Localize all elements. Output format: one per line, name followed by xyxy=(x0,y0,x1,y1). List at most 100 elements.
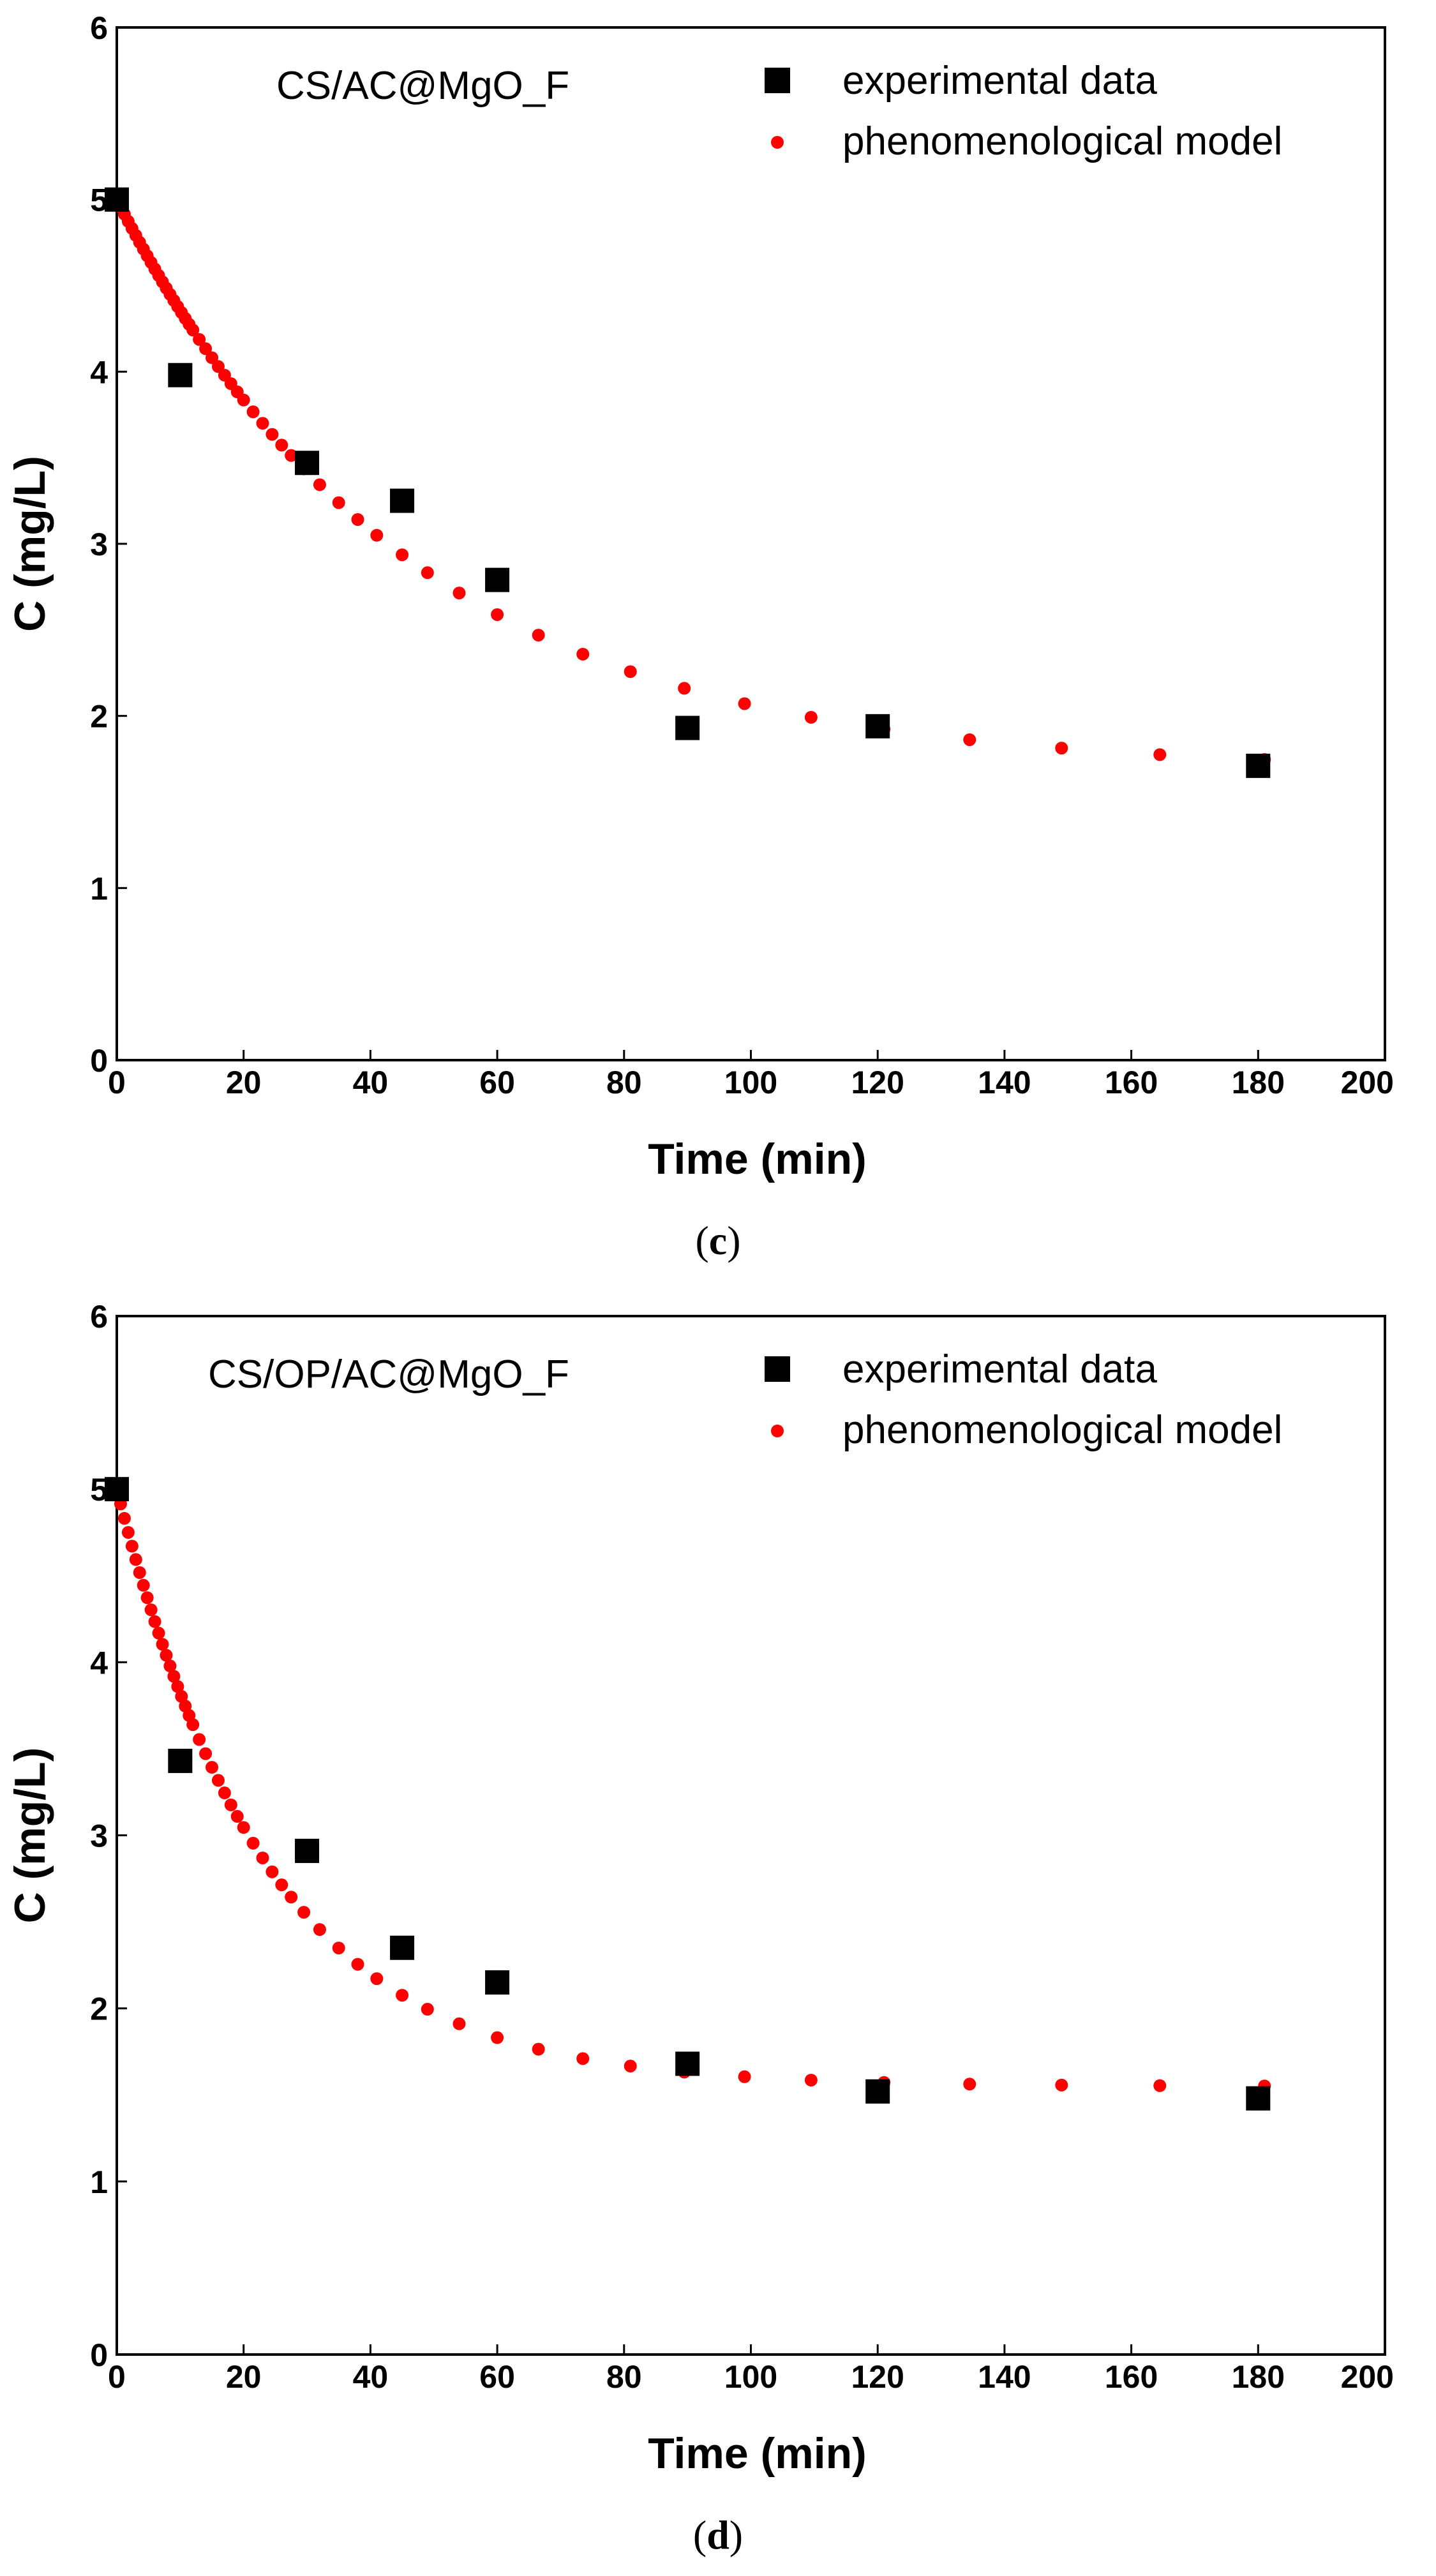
model-point xyxy=(491,2031,504,2044)
model-point xyxy=(396,1989,409,2002)
y-tick-label: 6 xyxy=(90,10,108,46)
model-point xyxy=(137,1578,150,1592)
legend-square-marker xyxy=(765,68,790,93)
model-point xyxy=(230,1809,244,1823)
experimental-point xyxy=(168,363,193,387)
experimental-point xyxy=(105,1477,129,1502)
x-tick-label: 200 xyxy=(1341,2359,1394,2395)
model-point xyxy=(206,1760,219,1774)
experimental-point xyxy=(295,1838,320,1863)
model-point xyxy=(332,496,345,509)
model-point xyxy=(1055,742,1068,755)
model-point xyxy=(351,513,364,526)
y-tick-label: 6 xyxy=(90,1299,108,1335)
model-point xyxy=(1153,2079,1167,2092)
y-tick-label: 4 xyxy=(90,1645,108,1681)
legend-circle-marker xyxy=(771,1425,784,1437)
x-tick-label: 200 xyxy=(1341,1065,1394,1100)
model-point xyxy=(266,1865,279,1878)
model-point xyxy=(624,2060,637,2073)
legend-circle-marker xyxy=(771,136,784,149)
x-tick-label: 180 xyxy=(1232,1065,1285,1100)
x-axis-title: Time (min) xyxy=(648,2429,867,2478)
model-point xyxy=(199,1747,213,1760)
model-point xyxy=(452,2017,466,2030)
y-tick-label: 3 xyxy=(90,1818,108,1854)
experimental-point xyxy=(1246,2086,1271,2111)
model-point xyxy=(237,393,250,407)
x-axis-title: Time (min) xyxy=(648,1135,867,1183)
y-axis-title: C (mg/L) xyxy=(6,1748,54,1924)
model-point xyxy=(224,1798,237,1811)
experimental-point xyxy=(485,1970,510,1995)
experimental-point xyxy=(168,1748,193,1773)
x-tick-label: 80 xyxy=(606,2359,642,2395)
x-tick-label: 40 xyxy=(353,2359,389,2395)
model-point xyxy=(738,697,751,710)
model-series xyxy=(110,1483,1271,2093)
model-point xyxy=(266,428,279,441)
model-point xyxy=(206,351,219,364)
x-tick-label: 140 xyxy=(978,1065,1031,1100)
model-point xyxy=(421,566,434,580)
y-tick-label: 0 xyxy=(90,2337,108,2373)
model-point xyxy=(193,333,206,346)
model-point xyxy=(804,710,818,724)
model-point xyxy=(163,1659,177,1673)
y-tick-label: 4 xyxy=(90,354,108,390)
plot-frame xyxy=(116,1315,1386,2356)
model-point xyxy=(133,1566,146,1579)
panel-caption-letter: d xyxy=(707,2512,729,2557)
model-point xyxy=(332,1942,345,1955)
y-tick-label: 1 xyxy=(90,2164,108,2200)
model-point xyxy=(738,2070,751,2083)
y-tick-label: 0 xyxy=(90,1043,108,1079)
model-point xyxy=(1055,2078,1068,2092)
experimental-series xyxy=(105,1477,1271,2111)
panel-title: CS/OP/AC@MgO_F xyxy=(208,1352,569,1397)
model-point xyxy=(491,608,504,621)
model-series xyxy=(110,193,1271,767)
model-point xyxy=(193,1733,206,1746)
model-point xyxy=(175,1689,188,1703)
y-tick-label: 2 xyxy=(90,699,108,735)
y-axis-title: C (mg/L) xyxy=(6,456,54,632)
x-tick-label: 140 xyxy=(978,2359,1031,2395)
model-point xyxy=(121,1525,135,1539)
model-point xyxy=(256,417,269,430)
experimental-point xyxy=(485,567,510,592)
model-point xyxy=(963,2078,976,2091)
model-point xyxy=(351,1958,364,1971)
x-tick-label: 120 xyxy=(851,1065,904,1100)
x-tick-label: 100 xyxy=(724,1065,777,1100)
model-point xyxy=(171,1680,184,1693)
experimental-point xyxy=(675,715,700,740)
experimental-point xyxy=(390,1935,415,1960)
model-point xyxy=(237,1821,250,1834)
model-point xyxy=(275,438,288,452)
model-point xyxy=(285,1891,298,1904)
model-point xyxy=(186,324,200,337)
legend: experimental data phenomenological model xyxy=(765,1347,1282,1452)
y-tick-label: 3 xyxy=(90,527,108,562)
x-tick-label: 80 xyxy=(606,1065,642,1100)
experimental-point xyxy=(865,2079,890,2104)
experimental-point xyxy=(675,2051,700,2076)
model-point xyxy=(576,647,590,661)
experimental-series xyxy=(105,187,1271,778)
model-point xyxy=(186,1718,200,1732)
x-tick-label: 40 xyxy=(353,1065,389,1100)
model-point xyxy=(125,1539,138,1553)
legend-square-marker xyxy=(765,1356,790,1382)
x-tick-label: 180 xyxy=(1232,2359,1285,2395)
model-point xyxy=(129,1553,142,1566)
model-point xyxy=(624,665,637,678)
x-tick-label: 20 xyxy=(226,2359,262,2395)
panel-caption: (d) xyxy=(693,2512,743,2557)
model-point xyxy=(211,1774,225,1787)
model-point xyxy=(246,405,260,419)
model-point xyxy=(963,733,976,746)
experimental-point xyxy=(295,451,320,476)
